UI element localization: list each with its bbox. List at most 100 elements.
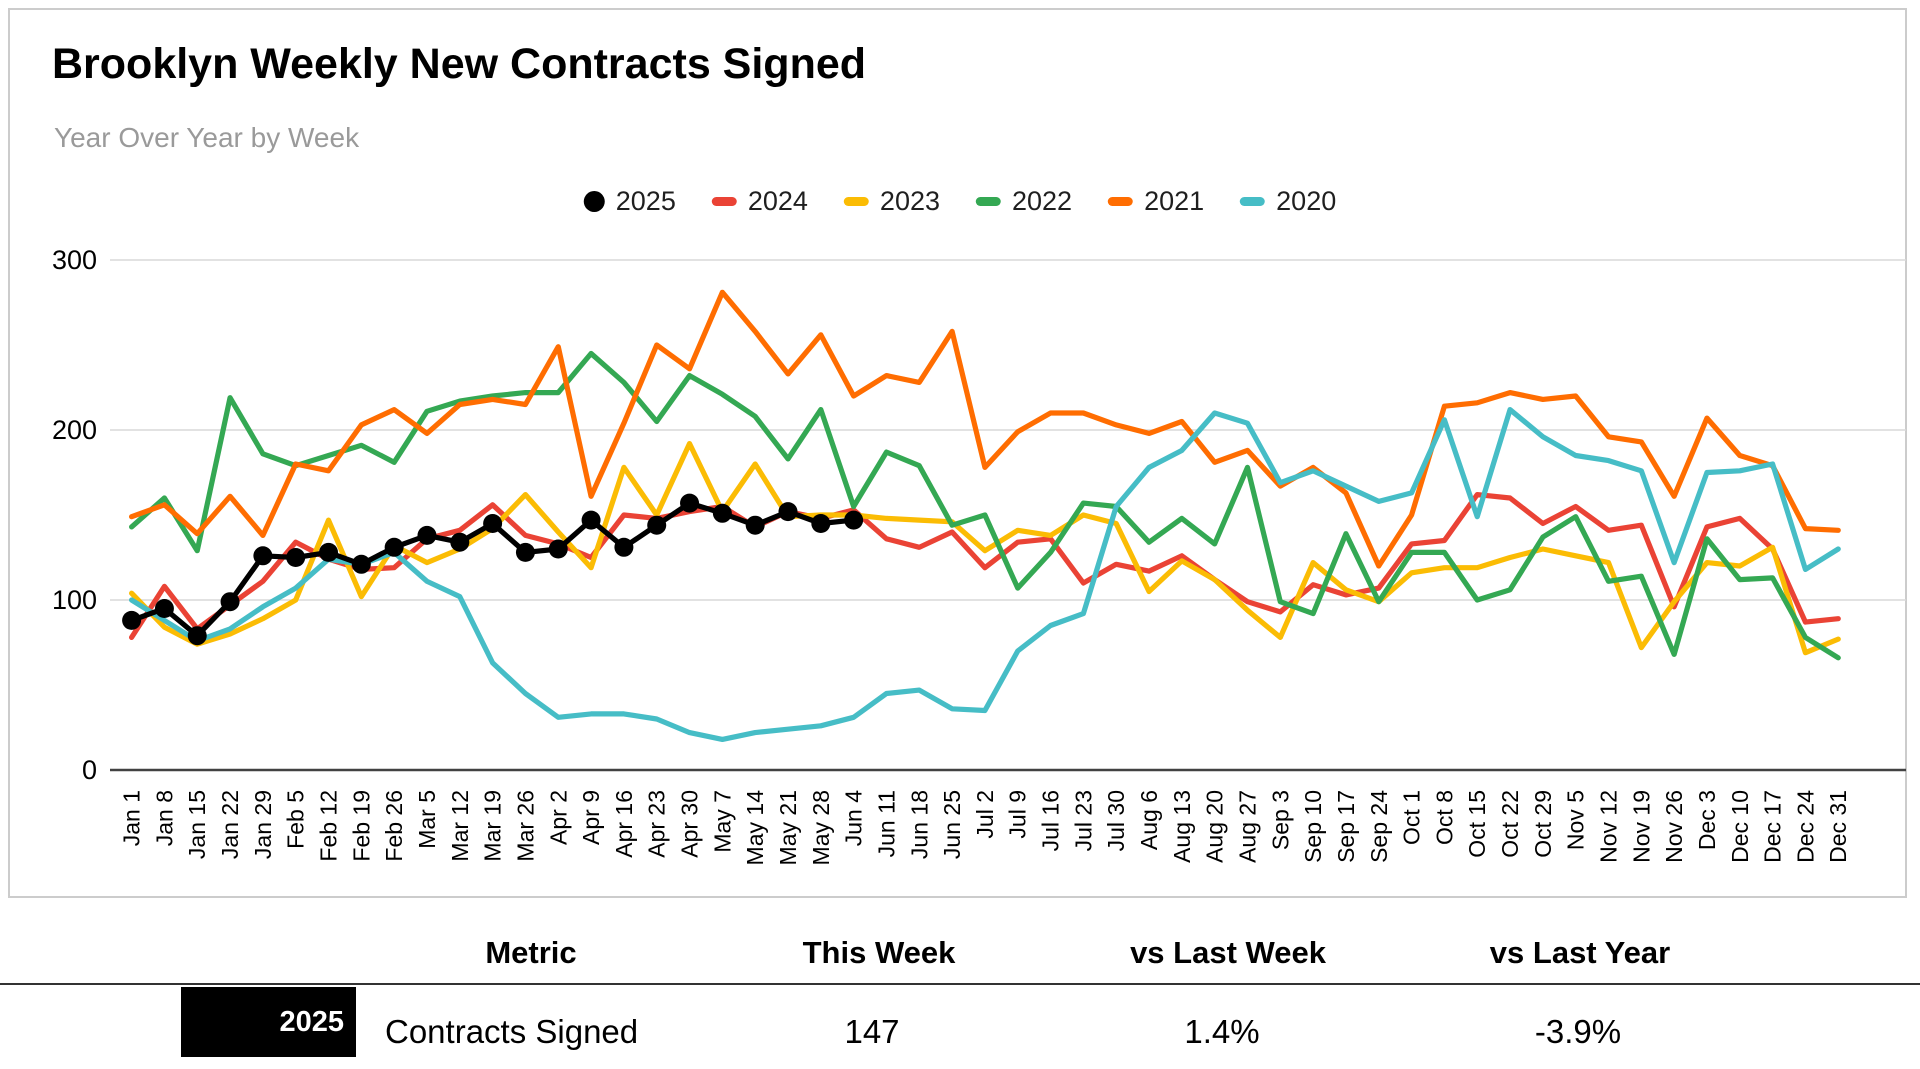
legend-marker-2024 [711, 197, 737, 206]
x-tick-label-mar-5: Mar 5 [414, 790, 440, 849]
x-tick-label-oct-15: Oct 15 [1464, 790, 1490, 858]
x-tick-label-apr-9: Apr 9 [578, 790, 604, 845]
x-tick-label-nov-26: Nov 26 [1661, 790, 1687, 863]
chart-title: Brooklyn Weekly New Contracts Signed [52, 40, 867, 88]
x-tick-label-jan-29: Jan 29 [250, 790, 276, 859]
x-tick-label-jan-1: Jan 1 [119, 790, 145, 846]
series-point-2025-jun-4[interactable] [844, 510, 864, 530]
series-point-2025-jan-22[interactable] [220, 592, 240, 612]
legend-marker-2023 [843, 197, 869, 206]
series-point-2025-apr-30[interactable] [680, 493, 700, 513]
legend-marker-2020 [1240, 197, 1266, 206]
x-tick-label-sep-24: Sep 24 [1366, 790, 1392, 863]
x-tick-label-jun-11: Jun 11 [873, 790, 899, 857]
series-line-2023[interactable] [129, 441, 1841, 656]
x-tick-label-jun-18: Jun 18 [906, 790, 932, 859]
series-point-2025-feb-5[interactable] [286, 548, 306, 567]
series-point-2025-mar-19[interactable] [483, 514, 503, 533]
legend-marker-2021 [1108, 197, 1134, 206]
x-tick-label-jan-22: Jan 22 [217, 790, 243, 859]
x-tick-label-sep-3: Sep 3 [1267, 790, 1293, 850]
legend-label-2021: 2021 [1144, 186, 1205, 216]
series-point-2025-may-7[interactable] [712, 503, 732, 523]
x-tick-label-may-7: May 7 [709, 790, 735, 853]
legend-marker-2022 [976, 197, 1001, 206]
table-header-this-week: This Week [802, 935, 956, 970]
series-line-2022[interactable] [129, 350, 1841, 661]
series-point-2025-mar-5[interactable] [417, 525, 437, 545]
x-tick-label-may-21: May 21 [775, 790, 801, 865]
legend-item-2021[interactable]: 2021 [1108, 186, 1204, 217]
series-point-2025-feb-12[interactable] [319, 542, 339, 562]
legend-label-2024: 2024 [747, 186, 808, 216]
series-point-2025-mar-26[interactable] [515, 542, 535, 562]
series-point-2025-apr-23[interactable] [647, 515, 667, 535]
x-tick-label-dec-3: Dec 3 [1694, 790, 1720, 850]
series-line-2020[interactable] [129, 407, 1841, 743]
y-tick-label-200: 200 [52, 415, 97, 445]
legend-label-2023: 2023 [879, 186, 940, 216]
legend-item-2024[interactable]: 2024 [711, 186, 808, 217]
x-tick-label-nov-19: Nov 19 [1628, 790, 1654, 863]
x-tick-label-jul-9: Jul 9 [1005, 790, 1031, 839]
series-point-2025-mar-12[interactable] [450, 532, 470, 552]
x-tick-label-dec-24: Dec 24 [1792, 790, 1818, 863]
table-cell-vs-last-week: 1.4% [1184, 1013, 1260, 1050]
table-cell-metric: Contracts Signed [385, 1013, 639, 1050]
legend-item-2020[interactable]: 2020 [1240, 186, 1336, 217]
x-tick-label-oct-22: Oct 22 [1497, 790, 1523, 858]
x-tick-label-feb-12: Feb 12 [316, 790, 342, 862]
x-tick-label-apr-2: Apr 2 [545, 790, 571, 845]
series-point-2025-may-28[interactable] [811, 514, 831, 533]
chart-subtitle: Year Over Year by Week [54, 122, 360, 153]
x-tick-label-jul-23: Jul 23 [1070, 790, 1096, 851]
table-cell-this-week: 147 [844, 1013, 900, 1050]
x-tick-label-jan-8: Jan 8 [151, 790, 177, 846]
legend-item-2023[interactable]: 2023 [843, 186, 940, 217]
series-point-2025-feb-19[interactable] [351, 554, 371, 574]
x-tick-label-apr-30: Apr 30 [677, 790, 703, 858]
legend-marker-2025 [583, 191, 605, 212]
series-point-2025-jan-8[interactable] [154, 599, 174, 618]
series-point-2025-jan-15[interactable] [187, 626, 207, 646]
x-tick-label-oct-29: Oct 29 [1530, 790, 1556, 858]
x-tick-label-nov-5: Nov 5 [1563, 790, 1589, 850]
legend-label-2022: 2022 [1012, 186, 1073, 216]
x-tick-label-sep-17: Sep 17 [1333, 790, 1359, 863]
x-tick-label-jul-2: Jul 2 [972, 790, 998, 839]
series-point-2025-jan-29[interactable] [253, 546, 273, 566]
y-tick-label-300: 300 [52, 245, 97, 275]
x-tick-label-may-28: May 28 [808, 790, 834, 865]
x-tick-label-apr-23: Apr 23 [644, 790, 670, 858]
x-tick-label-jan-15: Jan 15 [184, 790, 210, 859]
x-tick-label-may-14: May 14 [742, 790, 768, 866]
y-tick-label-0: 0 [82, 755, 97, 785]
legend-item-2025[interactable]: 2025 [583, 186, 676, 217]
year-badge: 2025 [181, 987, 356, 1057]
chart-legend: 2025 2024 2023 2022 2021 2020 [583, 186, 1336, 217]
series-point-2025-jan-1[interactable] [122, 610, 142, 630]
series-point-2025-apr-2[interactable] [548, 539, 568, 559]
x-tick-label-sep-10: Sep 10 [1300, 790, 1326, 863]
x-tick-label-oct-1: Oct 1 [1399, 790, 1425, 845]
series-point-2025-may-21[interactable] [778, 502, 798, 522]
table-divider [0, 983, 1920, 985]
series-line-2024[interactable] [129, 492, 1841, 641]
x-tick-label-feb-5: Feb 5 [283, 790, 309, 849]
y-tick-label-100: 100 [52, 585, 97, 615]
x-tick-label-dec-10: Dec 10 [1727, 790, 1753, 863]
legend-label-2020: 2020 [1276, 186, 1337, 216]
x-tick-label-aug-6: Aug 6 [1136, 790, 1162, 850]
legend-item-2022[interactable]: 2022 [976, 186, 1072, 217]
x-tick-label-dec-31: Dec 31 [1825, 790, 1851, 863]
x-tick-label-mar-12: Mar 12 [447, 790, 473, 862]
x-tick-label-apr-16: Apr 16 [611, 790, 637, 858]
x-tick-label-mar-26: Mar 26 [512, 790, 538, 862]
series-line-2021[interactable] [129, 289, 1841, 569]
series-point-2025-apr-9[interactable] [581, 510, 601, 530]
series-point-2025-may-14[interactable] [745, 515, 765, 535]
series-point-2025-apr-16[interactable] [614, 537, 634, 557]
x-tick-label-mar-19: Mar 19 [480, 790, 506, 862]
series-point-2025-feb-26[interactable] [384, 537, 404, 557]
